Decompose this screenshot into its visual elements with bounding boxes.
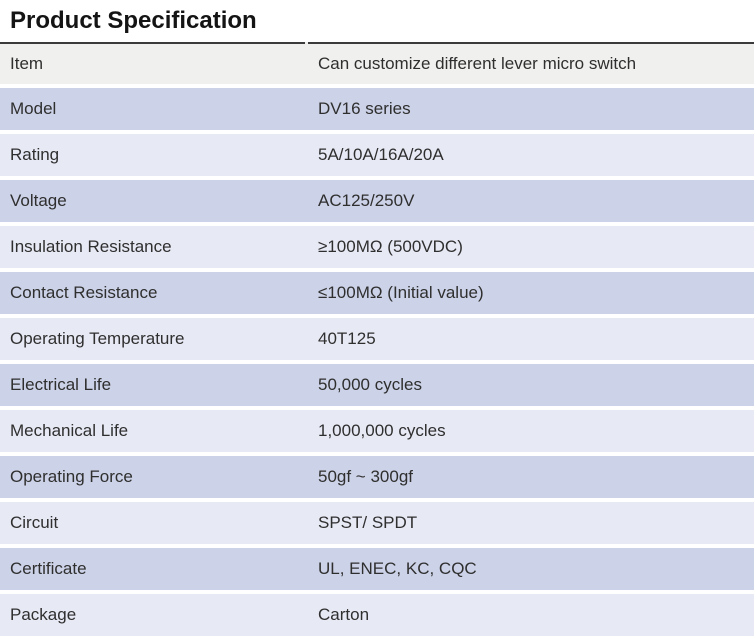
table-row: Contact Resistance ≤100MΩ (Initial value… bbox=[0, 272, 754, 314]
spec-value-cell: DV16 series bbox=[318, 98, 411, 118]
spec-property-cell: Rating bbox=[10, 144, 60, 164]
spec-table: Item Can customize different lever micro… bbox=[0, 42, 754, 636]
table-row: Operating Temperature 40T125 bbox=[0, 318, 754, 360]
spec-property-cell: Item bbox=[0, 42, 305, 84]
spec-property-cell: Contact Resistance bbox=[10, 282, 158, 302]
table-row: Operating Force 50gf ~ 300gf bbox=[0, 456, 754, 498]
table-row: Electrical Life 50,000 cycles bbox=[0, 364, 754, 406]
spec-value-cell: UL, ENEC, KC, CQC bbox=[318, 558, 477, 578]
table-row: Voltage AC125/250V bbox=[0, 180, 754, 222]
page-title: Product Specification bbox=[10, 7, 257, 34]
spec-value-cell: Carton bbox=[318, 604, 370, 624]
table-row: Mechanical Life 1,000,000 cycles bbox=[0, 410, 754, 452]
spec-value-cell: 1,000,000 cycles bbox=[318, 420, 446, 440]
table-row: Rating 5A/10A/16A/20A bbox=[0, 134, 754, 176]
spec-property-cell: Operating Force bbox=[10, 466, 133, 486]
spec-value-cell: 50gf ~ 300gf bbox=[318, 466, 414, 486]
spec-value-cell: SPST/ SPDT bbox=[318, 512, 418, 532]
spec-value-cell: ≥100MΩ (500VDC) bbox=[318, 236, 463, 256]
table-row: Package Carton bbox=[0, 594, 754, 636]
spec-value-cell: 40T125 bbox=[318, 328, 376, 348]
spec-property-cell: Mechanical Life bbox=[10, 420, 129, 440]
table-row: Circuit SPST/ SPDT bbox=[0, 502, 754, 544]
spec-property-cell: Insulation Resistance bbox=[10, 236, 172, 256]
spec-value-cell: ≤100MΩ (Initial value) bbox=[318, 282, 484, 302]
spec-property-cell: Package bbox=[10, 604, 77, 624]
table-row: Certificate UL, ENEC, KC, CQC bbox=[0, 548, 754, 590]
table-row: Insulation Resistance ≥100MΩ (500VDC) bbox=[0, 226, 754, 268]
spec-property-cell: Certificate bbox=[10, 558, 87, 578]
spec-property-cell: Model bbox=[10, 98, 57, 118]
spec-property-cell: Electrical Life bbox=[10, 374, 112, 394]
spec-property-cell: Voltage bbox=[10, 190, 67, 210]
spec-value-cell: AC125/250V bbox=[318, 190, 415, 210]
spec-property-cell: Circuit bbox=[10, 512, 59, 532]
table-row: Model DV16 series bbox=[0, 88, 754, 130]
table-row: Item Can customize different lever micro… bbox=[0, 42, 754, 84]
spec-value-cell: Can customize different lever micro swit… bbox=[308, 42, 754, 84]
spec-value-cell: 50,000 cycles bbox=[318, 374, 422, 394]
spec-value-cell: 5A/10A/16A/20A bbox=[318, 144, 444, 164]
spec-property-cell: Operating Temperature bbox=[10, 328, 185, 348]
